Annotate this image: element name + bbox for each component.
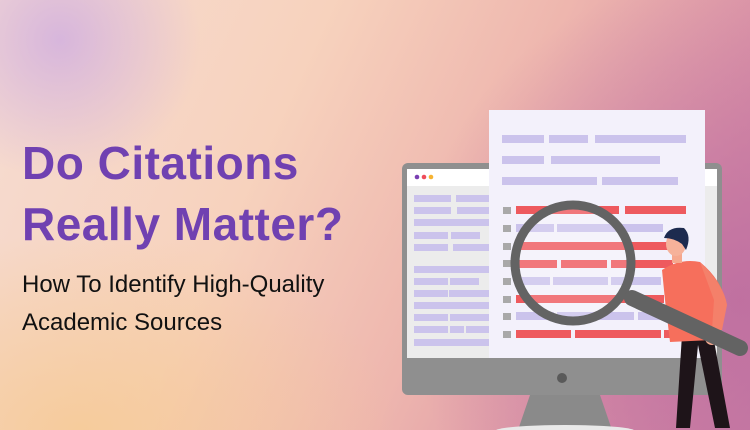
- banner-title: Do Citations Really Matter?: [22, 133, 343, 255]
- background-glow: [0, 230, 400, 430]
- title-line: Really Matter?: [22, 198, 344, 250]
- person-icon: [662, 227, 730, 428]
- title-line: Do Citations: [22, 137, 299, 189]
- banner-subtitle: How To Identify High-Quality Academic So…: [22, 266, 324, 342]
- magnifying-glass-icon: [510, 200, 748, 356]
- subtitle-line: Academic Sources: [22, 309, 223, 336]
- subtitle-line: How To Identify High-Quality: [22, 271, 325, 298]
